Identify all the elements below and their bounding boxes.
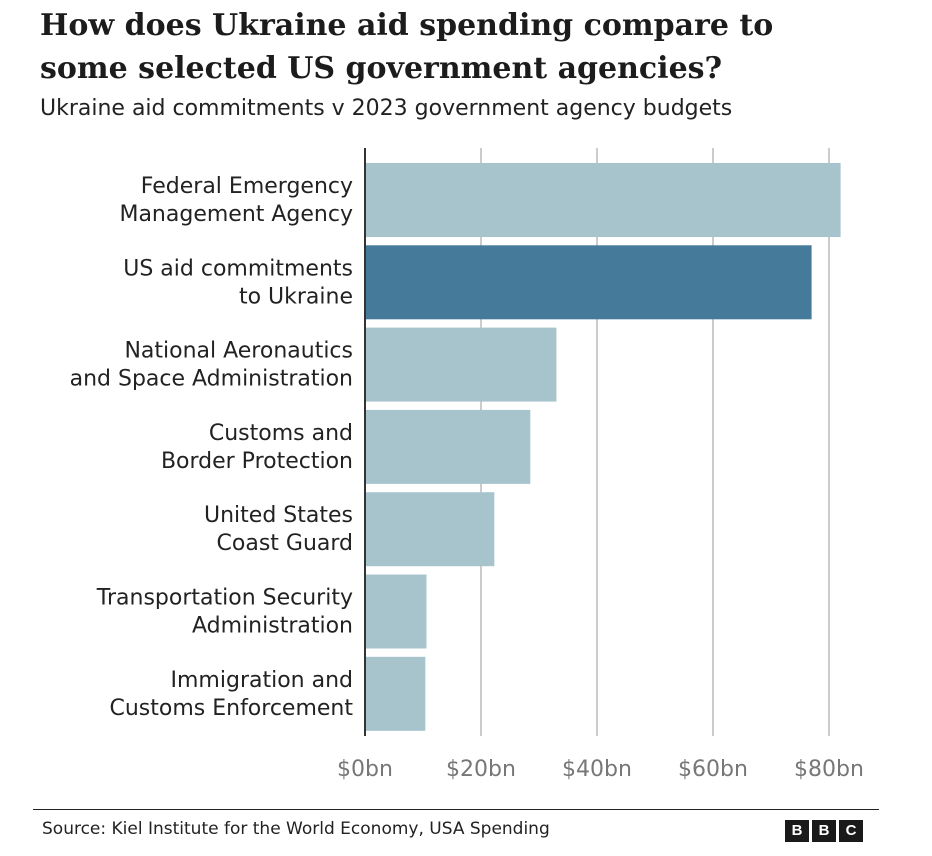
bar-4 <box>365 492 495 567</box>
bar-chart: Federal Emergency Management Agency US aid… <box>70 148 864 782</box>
category-label-5: Transportation Security Administration <box>96 586 353 639</box>
category-label-3: Customs and Border Protection <box>161 421 353 474</box>
category-label-1: US aid commitments to Ukraine <box>123 256 353 309</box>
bar-3 <box>365 409 531 484</box>
logo-letter-b1: B <box>785 820 809 842</box>
bar-1 <box>365 245 812 320</box>
category-label-6: Immigration and Customs Enforcement <box>109 668 353 721</box>
category-label-2: National Aeronautics and Space Administra… <box>70 339 353 392</box>
logo-letter-b2: B <box>812 820 836 842</box>
chart-title: How does Ukraine aid spending compare to… <box>40 8 774 86</box>
bar-5 <box>365 574 427 649</box>
footer-divider <box>33 809 879 810</box>
x-tick-label-0: $0bn <box>337 757 393 782</box>
source-note: Source: Kiel Institute for the World Eco… <box>42 819 550 839</box>
category-label-0: Federal Emergency Management Agency <box>119 174 353 227</box>
bbc-logo: B B C <box>785 820 863 842</box>
category-label-4: United States Coast Guard <box>204 503 353 556</box>
logo-letter-c: C <box>839 820 863 842</box>
bar-0 <box>365 163 841 237</box>
x-tick-label-60: $60bn <box>678 757 748 782</box>
bar-6 <box>365 656 426 731</box>
x-tick-label-40: $40bn <box>562 757 632 782</box>
chart-subtitle: Ukraine aid commitments v 2023 governmen… <box>40 96 733 121</box>
bar-2 <box>365 327 557 402</box>
x-tick-label-20: $20bn <box>446 757 516 782</box>
x-tick-label-80: $80bn <box>794 757 864 782</box>
